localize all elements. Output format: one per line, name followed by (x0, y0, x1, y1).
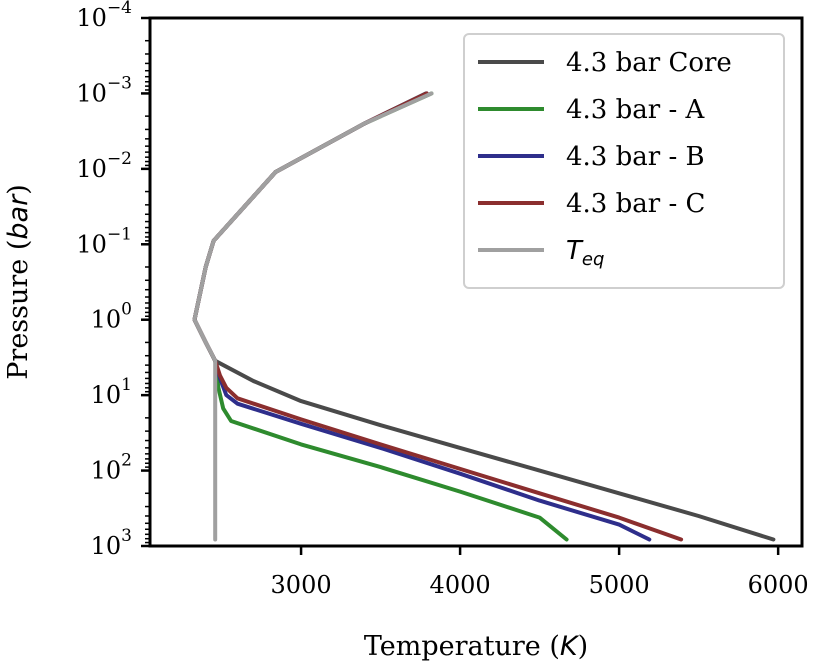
series-layer (192, 91, 776, 542)
y-tick-label: 103 (91, 526, 132, 560)
y-tick-label: 100 (91, 300, 132, 334)
x-axis-ticks: 3000 4000 5000 6000 (271, 546, 809, 599)
y-axis-label-text: Pressure ( (3, 240, 34, 380)
legend-box (463, 33, 785, 289)
x-axis-label-text: Temperature ( (364, 631, 560, 662)
legend-label-2: 4.3 bar - B (566, 142, 705, 172)
y-axis-label-close: ) (3, 184, 34, 195)
legend-label-1: 4.3 bar - A (566, 95, 706, 125)
y-tick-label: 10−4 (76, 0, 132, 32)
y-axis-ticks: 10−4 10−3 10−2 10−1 100 101 102 103 (76, 0, 150, 560)
legend-label-4: Teq (566, 236, 604, 270)
x-axis-label-close: ) (578, 631, 589, 662)
y-axis-label: Pressure (bar) (3, 184, 34, 380)
y-tick-label: 10−3 (76, 73, 132, 107)
y-tick-label: 102 (91, 451, 132, 485)
x-tick-label: 4000 (430, 571, 491, 599)
x-tick-label: 6000 (748, 571, 809, 599)
series-line-4 (192, 91, 434, 542)
x-axis-label: Temperature (K) (364, 631, 588, 662)
y-tick-label: 10−2 (76, 149, 132, 183)
legend: 4.3 bar Core 4.3 bar - A 4.3 bar - B 4.3 ba… (463, 33, 785, 289)
x-axis-label-unit: K (560, 631, 580, 662)
y-tick-label: 10−1 (76, 224, 132, 258)
x-tick-label: 3000 (271, 571, 332, 599)
y-axis-label-unit: bar (3, 193, 34, 240)
plot-frame (148, 16, 804, 548)
y-tick-label: 101 (91, 375, 132, 409)
legend-label-3: 4.3 bar - C (566, 189, 705, 219)
x-tick-label: 5000 (589, 571, 650, 599)
legend-label-0: 4.3 bar Core (566, 48, 732, 78)
legend-entries: 4.3 bar Core 4.3 bar - A 4.3 bar - B 4.3 ba… (478, 48, 732, 270)
